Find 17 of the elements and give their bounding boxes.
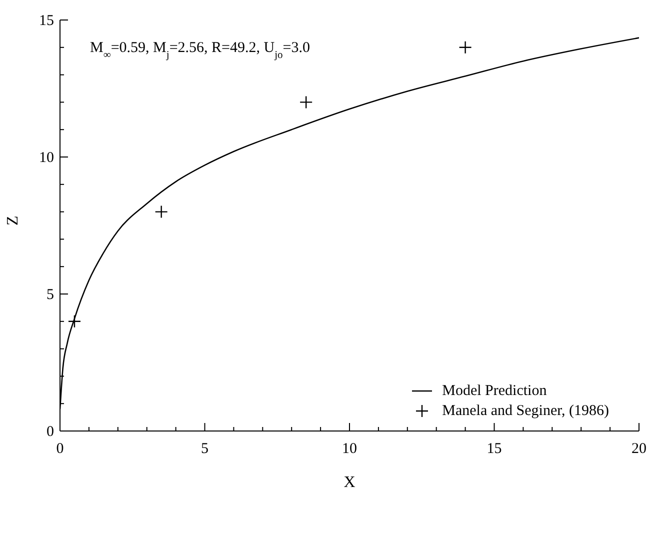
y-tick-label: 0	[46, 424, 54, 440]
x-tick-label: 15	[486, 441, 502, 457]
annotation: M$_{∞}$=0.59, M$_{j}$=2.56, R=49.2, U$_{jo}$=3.0	[90, 40, 310, 60]
point	[154, 205, 168, 218]
point	[299, 96, 313, 109]
y-tick-label: 5	[46, 287, 54, 303]
point	[68, 314, 82, 328]
y-tick-label: 15	[39, 13, 54, 29]
legend-label: Manela and Seginer, (1986)	[442, 402, 609, 420]
legend-label: Model Prediction	[442, 382, 547, 400]
x-tick-label: 10	[342, 441, 357, 457]
y-tick-label: 10	[39, 150, 54, 166]
point	[458, 40, 472, 54]
x-axis-title: X	[344, 474, 356, 491]
x-tick-label: 20	[632, 441, 646, 457]
x-tick-label: 5	[201, 441, 208, 457]
y-axis-title: Z	[4, 216, 22, 226]
